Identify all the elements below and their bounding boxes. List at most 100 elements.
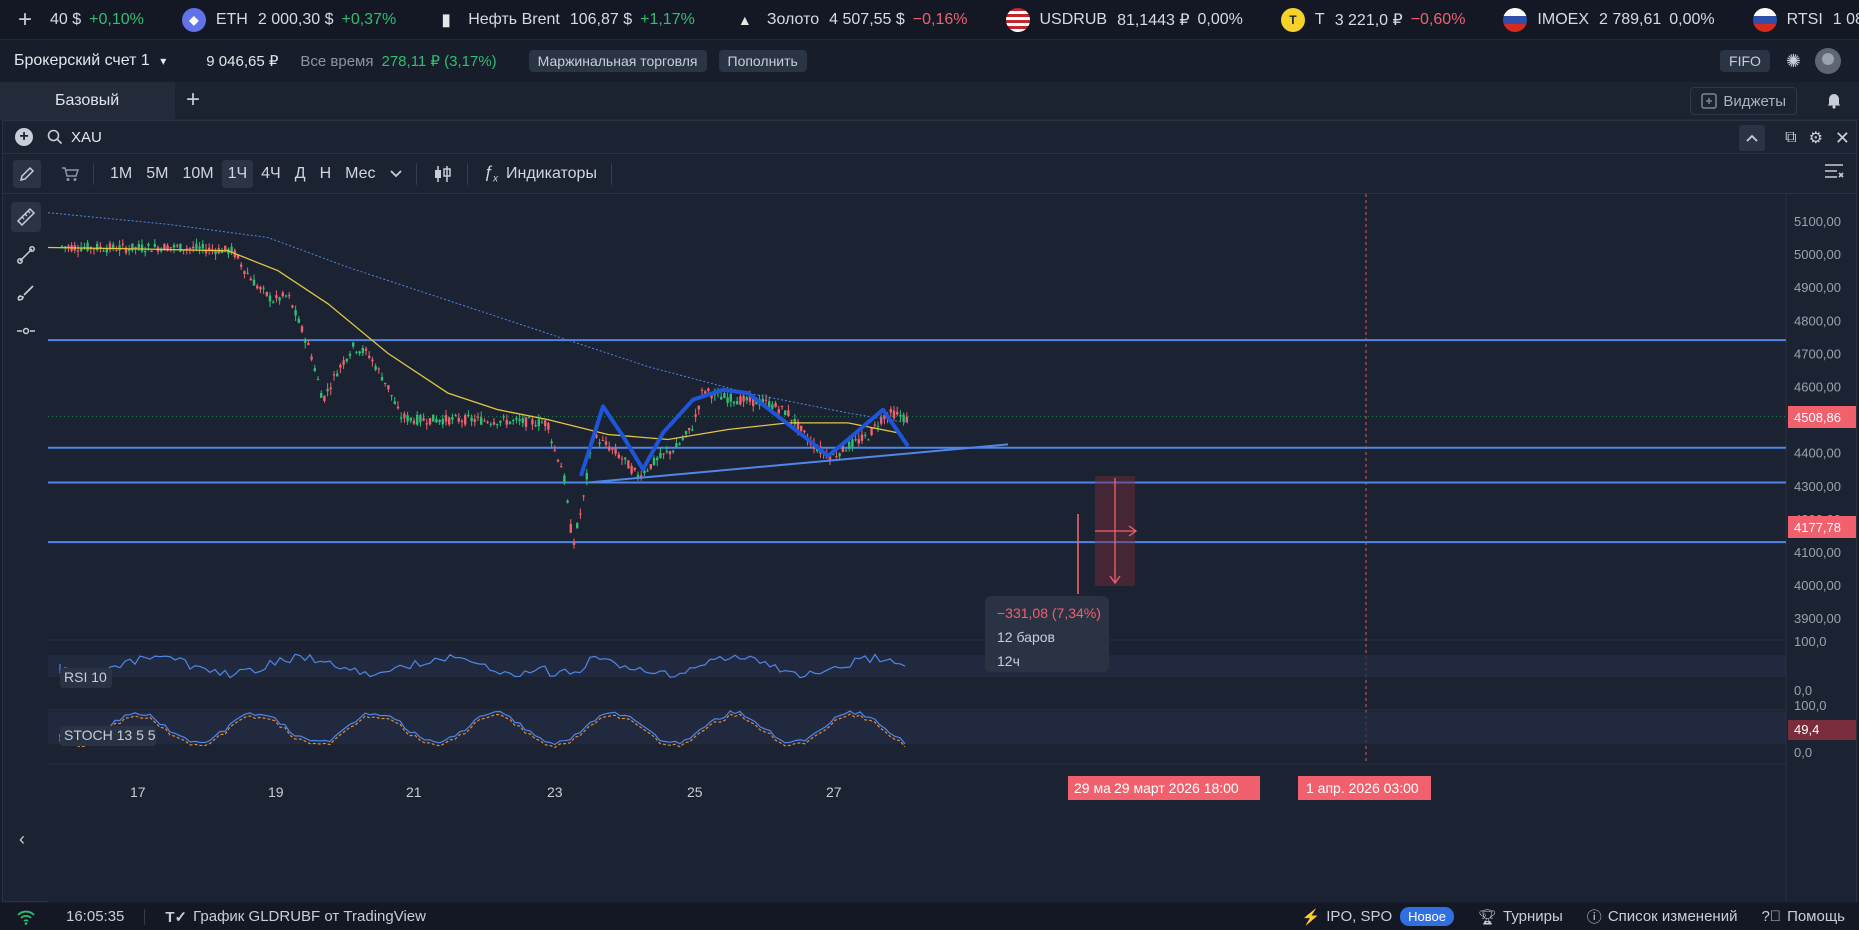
chevron-left-icon[interactable]: ‹ [19, 829, 25, 849]
ru-flag-icon [1752, 7, 1777, 32]
brush-tool[interactable] [11, 278, 41, 308]
candle-body [656, 457, 659, 461]
candle-body [905, 416, 908, 423]
tf-10m[interactable]: 10M [182, 164, 214, 182]
candle-body [476, 416, 480, 418]
horizontal-line-tool[interactable] [11, 316, 41, 346]
tab-basic[interactable]: Базовый [0, 82, 175, 120]
widgets-button[interactable]: Виджеты [1690, 87, 1797, 115]
gear-icon[interactable]: ⚙ [1808, 130, 1823, 147]
candle-body [723, 393, 726, 398]
chart-type-button[interactable] [427, 160, 459, 188]
candle-body [140, 244, 144, 252]
tf-month[interactable]: Мес [345, 164, 376, 182]
close-icon[interactable]: ✕ [1834, 127, 1850, 148]
timeframe-dropdown[interactable] [384, 160, 408, 188]
candle-body [771, 404, 774, 409]
avatar[interactable] [1815, 48, 1841, 74]
collapse-button[interactable] [1739, 125, 1766, 151]
account-selector[interactable]: Брокерский счет 1 ▾ [14, 52, 166, 70]
gold-bars-icon: ▲ [737, 11, 752, 28]
candle-body [508, 421, 512, 424]
tf-5m[interactable]: 5M [146, 164, 169, 182]
add-compare-button[interactable]: + [15, 128, 33, 146]
changelog-link[interactable]: ⓘ Список изменений [1587, 906, 1738, 927]
ticker-item[interactable]: USDRUB 81,1443 ₽ 0,00% [1005, 7, 1243, 32]
ticker-item[interactable]: ▲ Золото 4 507,55 $ −0,16% [733, 8, 968, 32]
cart-button[interactable] [55, 160, 85, 188]
chart-menu-icon[interactable] [1824, 162, 1844, 184]
bell-icon[interactable] [1825, 91, 1843, 109]
tradingview-credit[interactable]: Т✓ График GLDRUBF от TradingView [165, 908, 426, 926]
candle-body [796, 421, 800, 431]
ticker-item[interactable]: ▮ Нефть Brent 106,87 $ +1,17% [434, 8, 695, 32]
candle-body [726, 397, 729, 403]
add-tab-button[interactable]: + [186, 86, 201, 113]
candle-body [518, 419, 521, 421]
ru-flag-icon [1503, 7, 1528, 32]
chevron-down-icon: ▾ [160, 54, 167, 68]
pattern-drawing[interactable] [579, 387, 910, 477]
candle-body [652, 458, 656, 465]
add-ticker-button[interactable]: + [17, 5, 32, 33]
tf-1m[interactable]: 1M [110, 164, 133, 182]
rsi-label[interactable]: RSI 10 [64, 669, 107, 685]
candle-body [784, 410, 787, 416]
settings-sun-icon[interactable]: ✺ [1785, 50, 1801, 71]
candle-body [355, 351, 358, 353]
ruler-tool[interactable] [11, 202, 41, 232]
symbol-input[interactable]: XAU [71, 128, 102, 146]
candle-body [768, 401, 771, 408]
indicators-button[interactable]: ƒx Индикаторы [478, 160, 603, 188]
candle-body [377, 368, 380, 370]
help-link[interactable]: ?⃝ Помощь [1761, 908, 1845, 925]
connection-status[interactable] [16, 909, 36, 925]
rsi-tick-top: 100,0 [1794, 634, 1827, 649]
candle-body [492, 422, 496, 425]
cart-icon [62, 166, 79, 181]
candle-body [732, 401, 736, 404]
candle-body [620, 458, 624, 460]
tf-day[interactable]: Д [294, 164, 306, 182]
candle-body [403, 413, 406, 419]
ticker-item[interactable]: IMOEX 2 789,61 0,00% [1503, 7, 1715, 32]
candle-body [883, 415, 886, 419]
chart-toolbar: 1M 5M 10M 1Ч 4Ч Д Н Мес ƒx Индикаторы [3, 154, 1856, 194]
tf-4h[interactable]: 4Ч [261, 164, 281, 182]
tf-week[interactable]: Н [319, 164, 332, 182]
candle-body [339, 364, 342, 368]
candle-body [579, 513, 582, 515]
draw-mode-button[interactable] [13, 159, 41, 188]
tf-1h[interactable]: 1Ч [221, 159, 254, 188]
ticker-item[interactable]: ◆ ETH 2 000,30 $ +0,37% [181, 7, 397, 32]
fifo-badge[interactable]: FIFO [1720, 50, 1770, 72]
deposit-button[interactable]: Пополнить [718, 50, 807, 72]
candle-body [316, 379, 320, 381]
candle-body [336, 373, 339, 377]
candle-body [777, 409, 780, 414]
candle-body [342, 360, 345, 365]
ticker-change: +0,37% [341, 10, 397, 28]
period-label[interactable]: Все время [300, 52, 374, 70]
ticker-item[interactable]: 40 $ +0,10% [50, 11, 144, 29]
margin-trading-badge[interactable]: Маржинальная торговля [528, 50, 707, 72]
copy-window-icon[interactable]: ⧉ [1785, 129, 1797, 146]
candle-body [195, 243, 198, 249]
ticker-item[interactable]: RTSI 1 08 [1752, 7, 1859, 32]
ipo-link[interactable]: ⚡ IPO, SPO Новое [1302, 907, 1454, 926]
candle-body [259, 287, 262, 290]
trendline-tool[interactable] [11, 240, 41, 270]
pencil-icon [19, 166, 35, 181]
candle-body [780, 405, 784, 408]
ticker-item[interactable]: T Т 3 221,0 ₽ −0,60% [1280, 7, 1465, 32]
trend-line[interactable] [587, 443, 1009, 484]
stoch-label[interactable]: STOCH 13 5 5 [64, 727, 156, 743]
tournaments-link[interactable]: 🏆︎ Турниры [1478, 908, 1563, 926]
candle-body [899, 414, 902, 417]
candle-body [896, 411, 899, 415]
price-chart[interactable]: 5100,00 5000,00 4900,00 4800,00 4700,00 4600,… [48, 194, 1856, 902]
candle-body [112, 244, 115, 249]
ticker-change: +1,17% [640, 10, 695, 28]
price-tick-label: 4000,00 [1794, 578, 1841, 593]
candle-body [284, 295, 288, 297]
